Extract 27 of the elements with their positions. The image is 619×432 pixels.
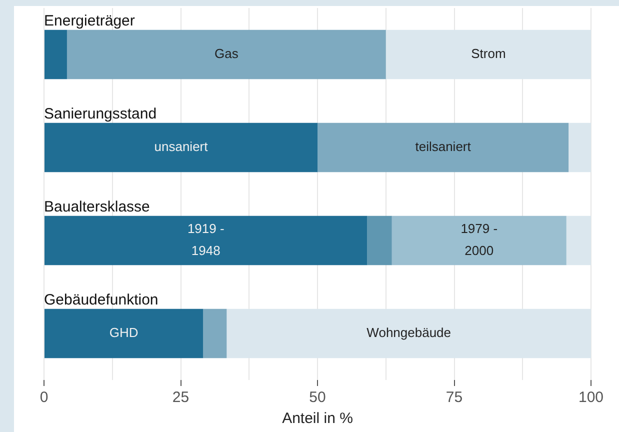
annotation: teilsaniert	[415, 139, 472, 154]
annotation: Gas	[214, 46, 239, 62]
annotation: Strom	[471, 46, 506, 62]
annotation: unsaniert	[154, 139, 208, 154]
y-tick-label: Sanierungsstand	[44, 105, 157, 122]
annotation: GHD	[109, 325, 138, 340]
y-tick-label: Baualtersklasse	[44, 198, 150, 216]
bar	[44, 216, 368, 266]
bar	[44, 308, 204, 358]
x-tick-label: 100	[578, 389, 604, 406]
x-tick-label: 75	[446, 389, 463, 406]
annotation: Wohngebäude	[366, 325, 452, 340]
annotation: 1919 - 1948	[187, 221, 224, 258]
bar	[44, 30, 67, 80]
y-tick-label: Energieträger	[44, 12, 135, 30]
bar	[44, 122, 318, 172]
x-axis-title: Anteil in %	[282, 410, 353, 428]
bar	[66, 30, 386, 80]
annotation: 1979 - 2000	[460, 221, 498, 258]
x-tick-label: 25	[172, 389, 190, 406]
bar	[203, 308, 227, 358]
bar	[367, 216, 392, 266]
y-tick-label: Gebäudefunktion	[44, 291, 158, 308]
x-tick-label: 0	[40, 389, 48, 406]
x-tick-label: 50	[309, 389, 326, 406]
bar	[318, 122, 569, 172]
bar	[392, 216, 566, 266]
